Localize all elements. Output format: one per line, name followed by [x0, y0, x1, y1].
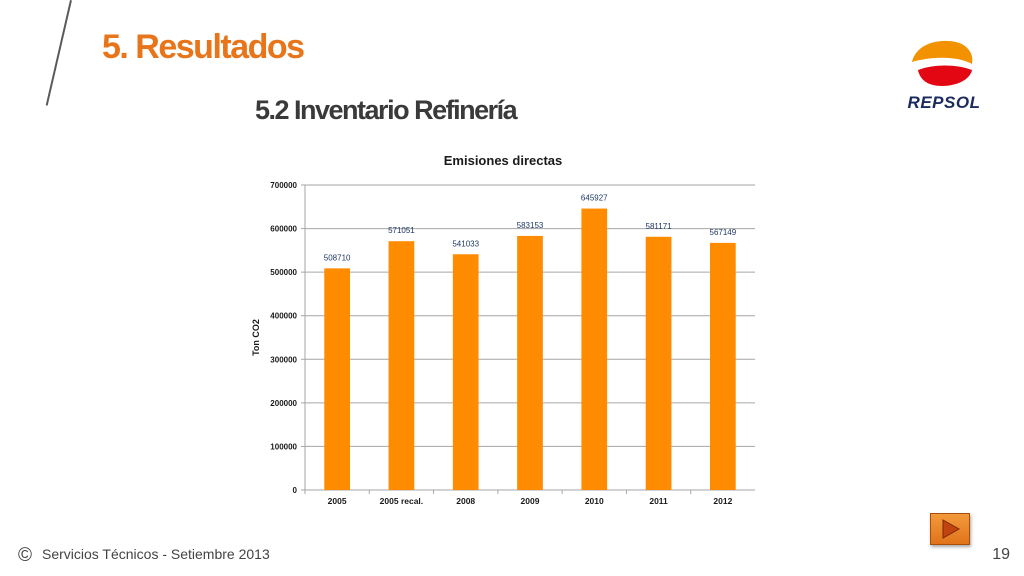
data-label: 567149: [710, 228, 737, 237]
y-tick-label: 100000: [270, 442, 297, 451]
bars: [324, 208, 736, 491]
bar: [645, 236, 672, 490]
chart-title: Emisiones directas: [444, 153, 563, 168]
data-label: 581171: [646, 222, 673, 231]
section-subtitle: 5.2 Inventario Refinería: [255, 95, 518, 125]
bar: [581, 208, 608, 491]
labels: 0 100000 200000 300000 400000 500000 600000 700…: [270, 181, 736, 506]
next-slide-button[interactable]: [930, 513, 970, 545]
footer: © Servicios Técnicos - Setiembre 2013: [18, 545, 270, 567]
x-tick-label: 2008: [456, 496, 475, 506]
y-tick-label: 400000: [270, 312, 297, 321]
decorative-slash: [45, 0, 72, 106]
y-tick-label: 300000: [270, 355, 297, 364]
bar: [388, 241, 415, 490]
page-title: 5. Resultados: [102, 28, 305, 66]
footer-text: Servicios Técnicos - Setiembre 2013: [42, 546, 270, 562]
logo-flame-red: [918, 65, 972, 86]
x-tick-label: 2012: [713, 496, 732, 506]
bar: [710, 242, 736, 490]
bar: [452, 254, 479, 490]
x-tick-label: 2005 recal.: [380, 496, 423, 506]
data-label: 541033: [452, 239, 479, 248]
x-tick-label: 2009: [521, 496, 540, 506]
bar: [324, 268, 350, 490]
emissions-bar-chart: Emisiones directas Ton CO2 0 100000 200000…: [251, 153, 755, 506]
page-number: 19: [992, 546, 1010, 563]
copyright-symbol: ©: [18, 545, 32, 566]
play-arrow-icon: [942, 519, 960, 539]
bar: [517, 235, 543, 490]
y-axis-label: Ton CO2: [251, 319, 261, 356]
y-tick-label: 700000: [270, 181, 297, 190]
y-tick-label: 0: [293, 486, 298, 495]
data-label: 571051: [388, 226, 415, 235]
x-tick-label: 2010: [585, 496, 604, 506]
logo-text: REPSOL: [907, 93, 981, 112]
x-tick-label: 2005: [328, 496, 347, 506]
logo-flame-orange: [912, 40, 973, 64]
x-tick-label: 2011: [649, 496, 668, 506]
y-tick-label: 600000: [270, 225, 297, 234]
y-tick-label: 500000: [270, 268, 297, 277]
y-tick-label: 200000: [270, 399, 297, 408]
repsol-logo: REPSOL: [898, 36, 990, 114]
data-label: 645927: [581, 194, 608, 203]
data-label: 583153: [517, 221, 544, 230]
data-label: 508710: [324, 253, 351, 262]
